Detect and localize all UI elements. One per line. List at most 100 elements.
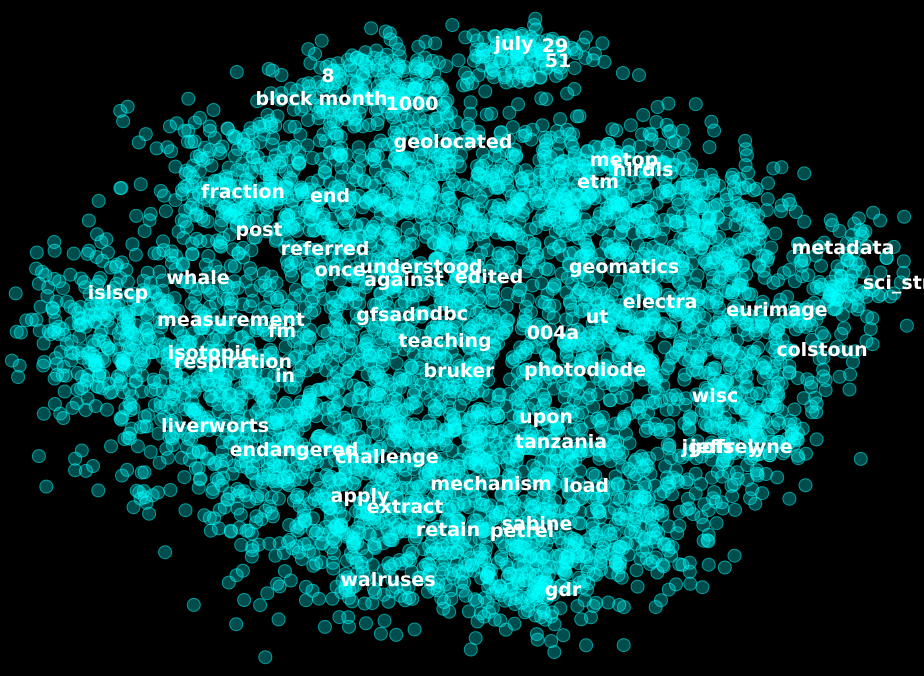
data-point [847,216,862,231]
data-point [167,291,182,306]
data-point [661,358,676,373]
data-point [567,82,582,96]
data-point [553,50,568,65]
data-point [565,139,580,154]
data-point [118,333,133,348]
data-point [812,275,827,289]
data-point [436,433,451,448]
data-point [760,253,775,268]
data-point [205,393,220,408]
data-point [289,490,304,505]
data-point [270,414,285,428]
data-point [465,387,480,401]
data-point [491,42,506,57]
data-point [143,444,158,459]
data-point [582,190,597,205]
data-point [873,213,888,228]
data-point [757,404,772,419]
data-point [264,161,279,176]
data-point [271,612,286,627]
data-point [537,452,552,467]
data-point [333,149,348,164]
data-point [302,331,317,345]
data-point [236,250,251,265]
data-point [11,370,26,384]
data-point [51,319,66,334]
data-point [378,24,393,39]
data-point [119,263,134,277]
data-point [447,423,462,438]
data-point [797,214,812,229]
data-point [256,127,271,142]
data-point [335,169,349,184]
data-point [358,194,373,209]
data-point [466,28,481,43]
data-point [478,84,493,99]
data-point [418,34,433,49]
data-point [607,304,622,319]
data-point [231,280,245,295]
data-point [99,402,114,417]
data-point [425,53,440,68]
data-point [384,201,399,215]
data-point [293,408,308,423]
data-point [316,491,331,506]
data-point [823,213,838,228]
data-point [149,141,164,156]
data-point [502,387,517,401]
data-point [623,464,638,479]
data-point [539,167,554,182]
data-point [431,79,446,94]
data-point [609,123,624,138]
data-point [560,86,575,101]
data-point [728,217,743,232]
data-point [258,650,273,665]
data-point [724,358,739,373]
data-point [715,469,730,484]
data-point [708,360,723,375]
data-point [533,193,548,208]
data-point [519,54,534,69]
data-point [133,177,148,192]
data-point [193,110,207,125]
data-point [356,173,371,188]
data-point [471,291,486,305]
data-point [71,346,86,360]
data-point [214,213,229,228]
data-point [692,198,707,213]
data-point [798,478,813,493]
data-point [226,128,241,143]
data-point [842,382,857,397]
data-point [260,462,275,477]
data-point [445,18,460,32]
data-point [375,372,390,387]
data-point [506,409,521,423]
data-point [628,213,642,228]
data-point [223,524,238,539]
data-point [375,358,390,373]
data-point [140,265,155,280]
data-point [477,30,492,45]
data-point [615,66,630,80]
data-point [551,459,565,474]
data-point [178,203,193,218]
data-point [640,204,655,218]
data-point [313,133,327,148]
data-point [707,123,722,138]
data-point [463,95,478,110]
data-point [686,337,701,352]
data-point [835,307,850,322]
data-point [409,400,424,415]
data-point [445,459,460,474]
data-point [832,224,847,238]
data-point [47,243,62,258]
data-point [323,426,338,441]
data-point [188,289,203,304]
data-point [501,245,515,260]
data-point [487,70,501,85]
data-point [309,556,324,571]
data-point [60,294,74,309]
data-point [115,468,129,483]
data-point [509,454,524,468]
data-point [241,523,256,538]
